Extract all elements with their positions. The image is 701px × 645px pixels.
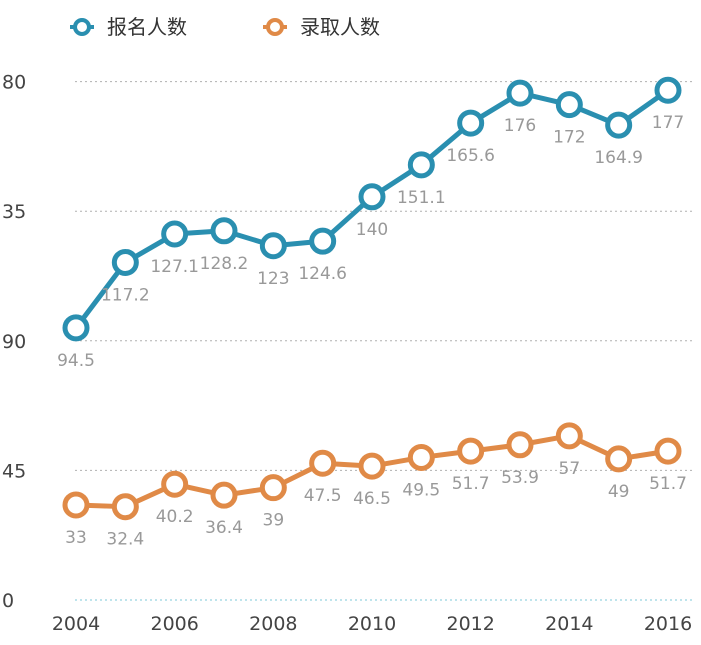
data-label: 53.9: [501, 468, 539, 488]
data-point: [62, 491, 90, 519]
x-tick-label: 2006: [150, 613, 198, 635]
data-label: 128.2: [200, 254, 249, 274]
data-point: [309, 449, 337, 477]
x-tick-label: 2012: [446, 613, 494, 635]
data-label: 32.4: [106, 530, 144, 550]
legend-item-1: 报名人数: [70, 15, 187, 39]
data-point: [407, 443, 435, 471]
data-label: 127.1: [150, 257, 199, 277]
data-point: [161, 220, 189, 248]
data-label: 33: [65, 528, 87, 548]
data-label: 49: [608, 482, 630, 502]
data-point: [111, 248, 139, 276]
data-point: [506, 431, 534, 459]
y-tick-label: 0: [2, 590, 14, 612]
data-label: 39: [263, 511, 285, 531]
data-point: [407, 151, 435, 179]
x-tick-label: 2004: [52, 613, 100, 635]
data-label: 49.5: [402, 480, 440, 500]
x-tick-label: 2014: [545, 613, 593, 635]
data-label: 140: [356, 220, 388, 240]
data-label: 164.9: [594, 148, 643, 168]
data-label: 172: [553, 128, 585, 148]
x-tick-label: 2016: [644, 613, 692, 635]
y-axis: 0 45 90 35 80: [2, 72, 26, 612]
data-label: 51.7: [649, 474, 687, 494]
grid-lines: [75, 81, 695, 601]
data-point: [605, 445, 633, 473]
data-label: 124.6: [298, 264, 347, 284]
data-label: 176: [504, 116, 536, 136]
x-axis: 2004 2006 2008 2010 2012 2014 2016: [52, 613, 692, 635]
data-label: 57: [559, 459, 581, 479]
data-point: [457, 437, 485, 465]
data-point: [309, 227, 337, 255]
data-point: [457, 109, 485, 137]
series-2: 33 32.4 40.2 36.4 39 47.5 46.5 49.5 51.7 53.9 57 49…: [62, 422, 687, 550]
data-label: 123: [257, 269, 289, 289]
data-label: 117.2: [101, 285, 150, 305]
legend-item-2: 录取人数: [263, 15, 380, 39]
data-point: [555, 91, 583, 119]
data-point: [111, 493, 139, 521]
data-point: [259, 474, 287, 502]
data-point: [210, 217, 238, 245]
data-point: [161, 470, 189, 498]
legend-label: 录取人数: [300, 15, 380, 39]
data-label: 151.1: [397, 188, 446, 208]
y-tick-label: 90: [2, 331, 26, 353]
data-label: 47.5: [304, 486, 342, 506]
data-point: [358, 452, 386, 480]
data-label: 94.5: [57, 351, 95, 371]
data-label: 40.2: [156, 507, 194, 527]
y-tick-label: 35: [2, 201, 26, 223]
data-label: 46.5: [353, 489, 391, 509]
legend-marker: [73, 18, 91, 36]
data-label: 51.7: [452, 474, 490, 494]
data-point: [62, 314, 90, 342]
data-point: [654, 76, 682, 104]
data-label: 177: [652, 113, 684, 133]
y-tick-label: 45: [2, 460, 26, 482]
y-tick-label: 80: [2, 72, 26, 94]
data-point: [555, 422, 583, 450]
x-tick-label: 2010: [348, 613, 396, 635]
legend-marker: [266, 18, 284, 36]
data-point: [506, 79, 534, 107]
data-point: [605, 111, 633, 139]
x-tick-label: 2008: [249, 613, 297, 635]
legend: 报名人数 录取人数: [70, 15, 380, 39]
data-point: [210, 481, 238, 509]
legend-label: 报名人数: [107, 15, 187, 39]
data-point: [259, 232, 287, 260]
data-point: [654, 437, 682, 465]
data-point: [358, 183, 386, 211]
data-label: 165.6: [446, 146, 495, 166]
data-label: 36.4: [205, 518, 243, 538]
